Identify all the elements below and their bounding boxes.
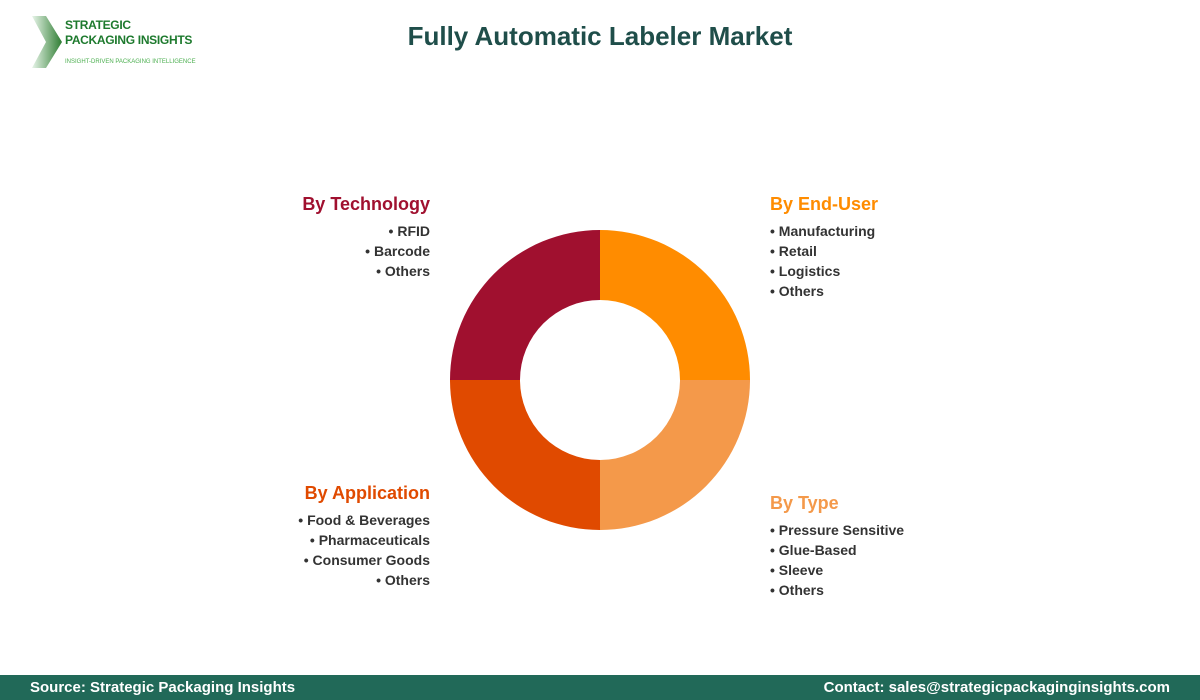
bullet-icon: • [770, 562, 779, 578]
donut-chart [450, 230, 750, 530]
logo-chevron-icon [32, 16, 62, 68]
segment-item-label: Barcode [373, 243, 430, 259]
logo: STRATEGIC PACKAGING INSIGHTS INSIGHT-DRI… [32, 16, 202, 74]
bullet-icon: • [365, 243, 374, 259]
segment-item-label: Manufacturing [778, 223, 876, 239]
logo-text: PACKAGING INSIGHTS [65, 33, 193, 47]
segment-list: • Manufacturing • Retail • Logistics • Othe… [770, 221, 878, 301]
segment-item: • Sleeve [770, 560, 904, 580]
segment-item: • Others [302, 261, 430, 281]
footer: Source: Strategic Packaging Insights Con… [0, 675, 1200, 700]
segment-item: • Others [770, 580, 904, 600]
segment-item-label: Sleeve [778, 562, 824, 578]
page-title: Fully Automatic Labeler Market [407, 21, 793, 51]
segment-item: • Manufacturing [770, 221, 878, 241]
segment-end-user: By End-User • Manufacturing • Retail • Logi… [770, 193, 878, 301]
segment-item: • Others [298, 570, 430, 590]
segment-technology: By Technology • RFID • Barcode • Others [302, 193, 430, 281]
segment-item-label: Pressure Sensitive [778, 522, 905, 538]
bullet-icon: • [770, 263, 779, 279]
segment-title: By Type [770, 493, 839, 513]
segment-item: • Retail [770, 241, 878, 261]
segment-item: • Consumer Goods [298, 550, 430, 570]
donut-slice-by-end-user [600, 230, 750, 380]
segment-item-label: Others [384, 572, 430, 588]
source-text: Source: Strategic Packaging Insights [30, 679, 296, 696]
segment-item-label: Others [778, 283, 824, 299]
segment-item: • Pressure Sensitive [770, 520, 904, 540]
contact-text: Contact: sales@strategicpackaginginsight… [823, 679, 1170, 696]
segment-application: By Application • Food & Beverages • Pharma… [298, 482, 430, 590]
segment-title: By End-User [770, 194, 879, 214]
segment-item-label: Others [778, 582, 824, 598]
bullet-icon: • [303, 552, 313, 568]
segment-item: • Logistics [770, 261, 878, 281]
logo-text: STRATEGIC [65, 18, 131, 32]
bullet-icon: • [376, 572, 385, 588]
bullet-icon: • [770, 522, 779, 538]
bullet-icon: • [770, 542, 779, 558]
segment-list: • Food & Beverages • Pharmaceuticals • Con… [298, 510, 430, 590]
bullet-icon: • [388, 223, 398, 239]
segment-item-label: RFID [397, 223, 430, 239]
segment-list: • RFID • Barcode • Others [302, 221, 430, 281]
bullet-icon: • [770, 283, 779, 299]
segment-item-label: Food & Beverages [307, 512, 430, 528]
segment-title: By Technology [302, 194, 430, 214]
segment-item: • RFID [302, 221, 430, 241]
segment-item: • Food & Beverages [298, 510, 430, 530]
donut-slice-by-type [600, 380, 750, 530]
bullet-icon: • [770, 223, 779, 239]
donut-slice-by-application [450, 380, 600, 530]
donut-slice-by-technology [450, 230, 600, 380]
segment-item-label: Logistics [778, 263, 841, 279]
segment-item: • Others [770, 281, 878, 301]
segment-item: • Glue-Based [770, 540, 904, 560]
segment-item: • Barcode [302, 241, 430, 261]
segment-item-label: Pharmaceuticals [318, 532, 430, 548]
segment-item-label: Retail [778, 243, 817, 259]
segment-item-label: Consumer Goods [312, 552, 430, 568]
bullet-icon: • [376, 263, 385, 279]
bullet-icon: • [770, 243, 779, 259]
bullet-icon: • [309, 532, 319, 548]
segment-item: • Pharmaceuticals [298, 530, 430, 550]
segment-type: By Type • Pressure Sensitive • Glue-Based •… [770, 492, 904, 600]
bullet-icon: • [298, 512, 308, 528]
segment-item-label: Others [384, 263, 430, 279]
segment-item-label: Glue-Based [778, 542, 857, 558]
logo-tagline: INSIGHT-DRIVEN PACKAGING INTELLIGENCE [65, 59, 196, 65]
segment-title: By Application [304, 483, 430, 503]
bullet-icon: • [770, 582, 779, 598]
segment-list: • Pressure Sensitive • Glue-Based • Sleeve… [770, 520, 904, 600]
